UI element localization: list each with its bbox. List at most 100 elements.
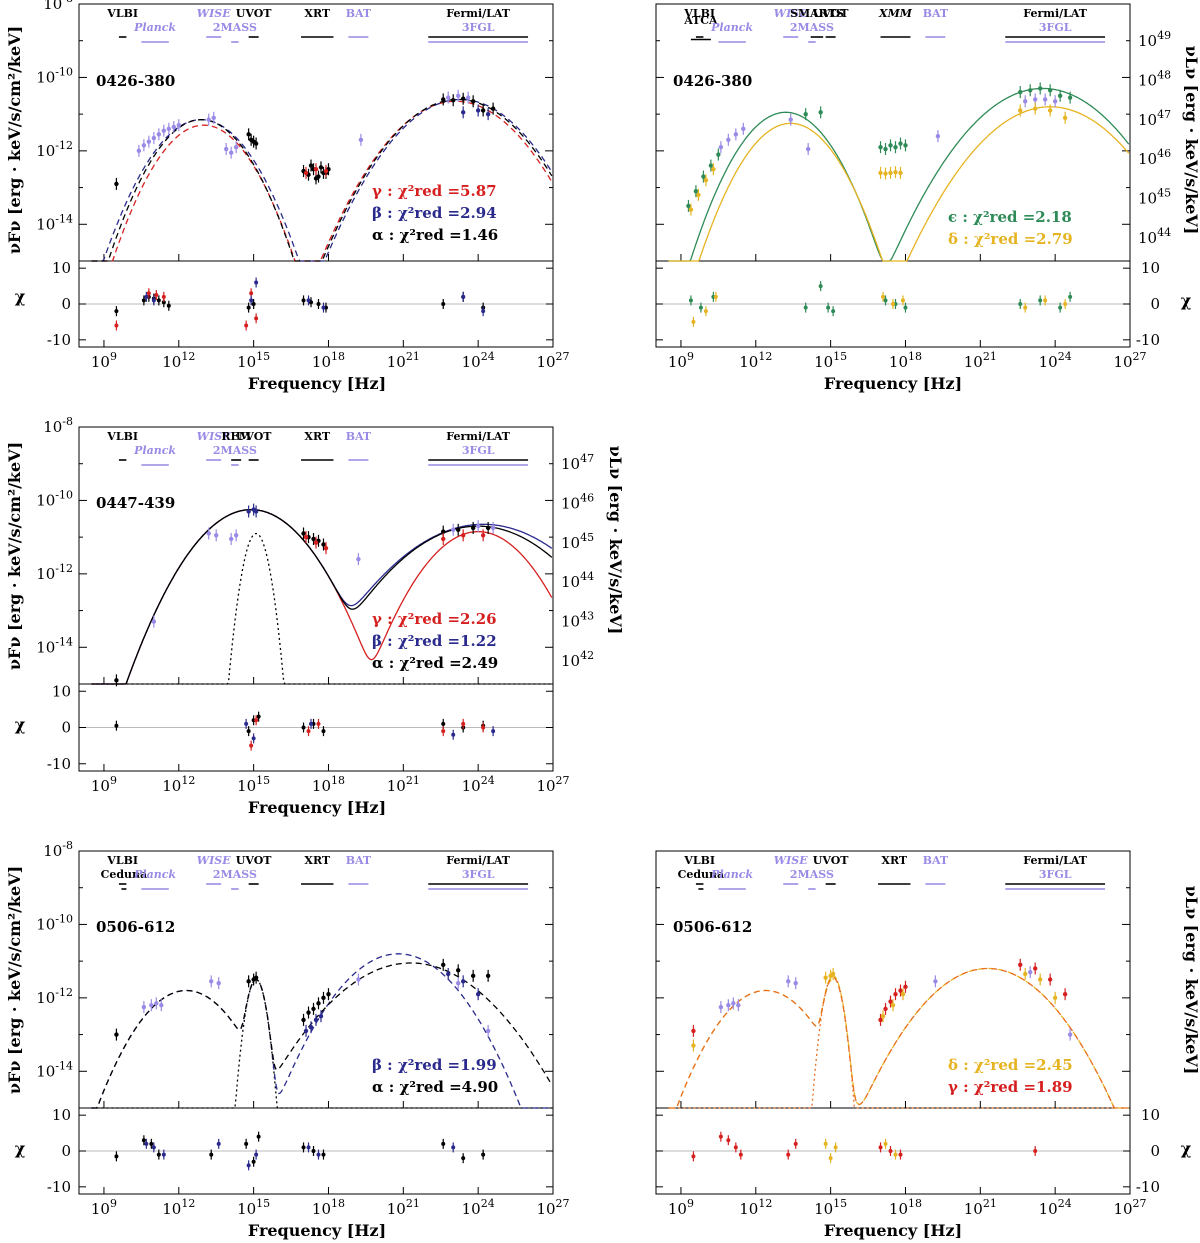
p5-data-point <box>1067 1032 1073 1037</box>
p4-xtick-label: 1024 <box>462 1197 495 1218</box>
p5-data-point <box>830 971 836 977</box>
p4-data-point <box>441 962 446 968</box>
p2-data-point <box>788 117 793 122</box>
p5-xtick-label: 1027 <box>1113 1197 1146 1218</box>
p2-residual-point <box>698 305 703 310</box>
p3-xtick-label: 1018 <box>312 774 345 795</box>
p5-data-point <box>731 1001 736 1006</box>
p4-data-point <box>313 1017 319 1023</box>
p2-instrument-label: WISE <box>774 7 808 20</box>
p5-source-name: 0506-612 <box>673 918 752 936</box>
p2-data-point <box>701 174 706 179</box>
p3-luminosity-tick: 1047 <box>561 452 594 473</box>
p2-data-point <box>1042 97 1048 102</box>
p1-ylabel: νFν [erg · keV/s/cm²/keV] <box>5 26 24 254</box>
p1-residual-point <box>161 300 166 305</box>
p4-rtick-label: 10 <box>52 1106 71 1124</box>
p5-residual-point <box>738 1152 743 1157</box>
p5-data-point <box>888 999 893 1004</box>
p1-residual-point <box>441 302 446 306</box>
p2-data-point <box>893 169 898 175</box>
p5-residual-point <box>823 1141 828 1146</box>
p3-data-point <box>246 509 251 514</box>
p4-residual-point <box>306 1145 311 1150</box>
panel-0426-380-right: 109 1012 1015 1018 1021 1024 1027 1049 1048 1047 1… <box>655 3 1200 393</box>
p4-xtick-label: 1027 <box>536 1197 569 1218</box>
p2-residual-point <box>891 302 895 306</box>
p3-instrument-label: WISE <box>197 430 231 443</box>
p2-data-point <box>1018 108 1023 113</box>
p3-residual-point <box>309 721 314 726</box>
p4-data-point <box>141 1004 147 1010</box>
p1-data-point <box>460 110 466 115</box>
p2-xtick-label: 1021 <box>964 350 997 371</box>
p3-residual-point <box>301 725 306 730</box>
p4-data-point <box>326 991 331 997</box>
p4-data-point <box>456 968 461 973</box>
p1-xlabel: Frequency [Hz] <box>248 374 386 393</box>
p5-data-point <box>726 1003 731 1008</box>
p2-residual-point <box>881 294 886 299</box>
p3-data-point <box>253 509 259 514</box>
p5-residual-point <box>718 1134 723 1139</box>
p1-fit-entry: β : χ²red =2.94 <box>372 204 497 222</box>
p5-residual-point <box>893 1152 898 1157</box>
p5-data-point <box>933 979 938 984</box>
p5-plot-area: 109 1012 1015 1018 1021 1024 1027 10 0 -10 VLBICed… <box>655 850 1160 1218</box>
p3-instrument-label: 2MASS <box>213 444 257 457</box>
p4-residual-point <box>256 1134 261 1139</box>
p1-data-point <box>223 146 229 152</box>
p3-rtick-label: 0 <box>61 719 71 737</box>
p4-instrument-label: Fermi/LAT <box>446 854 511 867</box>
p2-instrument-label: BAT <box>923 7 949 20</box>
p3-data-point <box>475 523 481 529</box>
p2-data-point <box>1047 88 1053 93</box>
p1-data-point <box>161 128 167 133</box>
p1-residual-point <box>301 298 306 303</box>
p2-residual-point <box>1063 302 1068 306</box>
p2-fit-entry: δ : χ²red =2.79 <box>948 230 1073 248</box>
p3-data-point <box>485 525 491 531</box>
p2-data-point <box>898 170 903 176</box>
p3-xlabel: Frequency [Hz] <box>248 798 386 817</box>
p3-data-point <box>214 533 219 538</box>
p3-instrument-label: BAT <box>346 430 372 443</box>
p2-data-point <box>805 146 811 152</box>
p1-residual-point <box>166 303 171 308</box>
p2-residual-point <box>688 298 693 303</box>
p5-data-point <box>691 1043 696 1048</box>
p4-residual-point <box>316 1152 321 1157</box>
p4-residual-point <box>246 1163 251 1168</box>
p3-instrument-label: Fermi/LAT <box>446 430 511 443</box>
p1-model-curve-γ <box>91 100 553 262</box>
p3-xtick-label: 109 <box>91 774 117 795</box>
p3-data-point <box>233 533 239 538</box>
p3-instrument-label: XRT <box>304 430 330 443</box>
p1-xtick-label: 1018 <box>312 350 345 371</box>
p4-rtick-label: -10 <box>47 1178 71 1196</box>
p1-residual-point <box>306 298 311 303</box>
p2-data-point <box>878 144 883 150</box>
p5-data-point <box>1033 966 1038 971</box>
p4-residual-point <box>461 1156 466 1161</box>
p5-data-point <box>1037 977 1043 982</box>
p3-data-point <box>313 540 319 545</box>
p2-data-point <box>888 143 893 148</box>
p5-data-point <box>786 979 791 984</box>
p2-model-curve-ϵ <box>668 87 1130 262</box>
p2-source-name: 0426-380 <box>673 72 752 90</box>
p4-data-point <box>308 1025 314 1030</box>
p4-xtick-label: 1015 <box>237 1197 270 1218</box>
p4-data-point <box>246 979 251 984</box>
p2-luminosity-tick: 1048 <box>1138 68 1171 89</box>
p2-xtick-label: 1015 <box>814 350 847 371</box>
p2-data-point <box>703 178 709 183</box>
p5-data-point <box>1028 969 1033 975</box>
p4-residual-label: χ <box>15 1139 26 1158</box>
p4-fit-entry: α : χ²red =4.90 <box>372 1078 498 1096</box>
p3-data-point <box>456 527 461 532</box>
p3-fit-legend: γ : χ²red =2.26 β : χ²red =1.22 α : χ²red … <box>372 610 498 672</box>
p1-residual-point <box>254 280 259 285</box>
p4-data-point <box>209 979 214 984</box>
p2-data-point <box>688 207 694 212</box>
